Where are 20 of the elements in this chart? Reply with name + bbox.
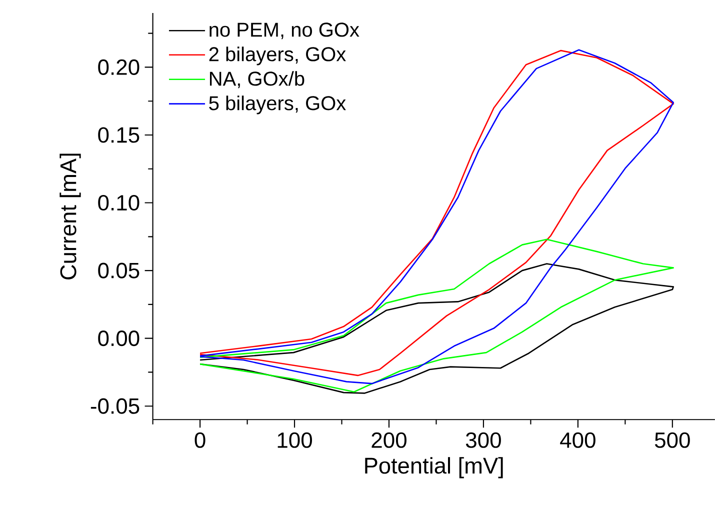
x-tick-label: 0: [194, 432, 206, 448]
legend-label: NA, GOx/b: [210, 71, 304, 88]
x-tick-label: 400: [560, 432, 596, 448]
x-tick-label: 500: [654, 432, 690, 448]
y-tick-label: 0.20: [98, 59, 140, 75]
y-tick-label: 0.10: [98, 194, 140, 211]
y-tick-label: 0.00: [98, 330, 140, 346]
legend-label: no PEM, no GOx: [210, 22, 360, 40]
y-axis-title: Current [mA]: [60, 154, 81, 280]
x-tick-label: 200: [372, 432, 406, 448]
x-tick-label: 300: [466, 432, 501, 448]
x-tick-label: 100: [278, 432, 312, 448]
legend-label: 5 bilayers, GOx: [209, 96, 346, 114]
y-tick-label: 0.05: [98, 262, 140, 278]
line-series: [199, 238, 674, 393]
x-axis-title: Potential [mV]: [365, 457, 503, 478]
y-tick-label: -0.05: [90, 398, 140, 414]
line-series: [199, 263, 674, 394]
legend-label: 2 bilayers, GOx: [209, 46, 346, 66]
y-tick-label: 0.15: [98, 127, 140, 143]
